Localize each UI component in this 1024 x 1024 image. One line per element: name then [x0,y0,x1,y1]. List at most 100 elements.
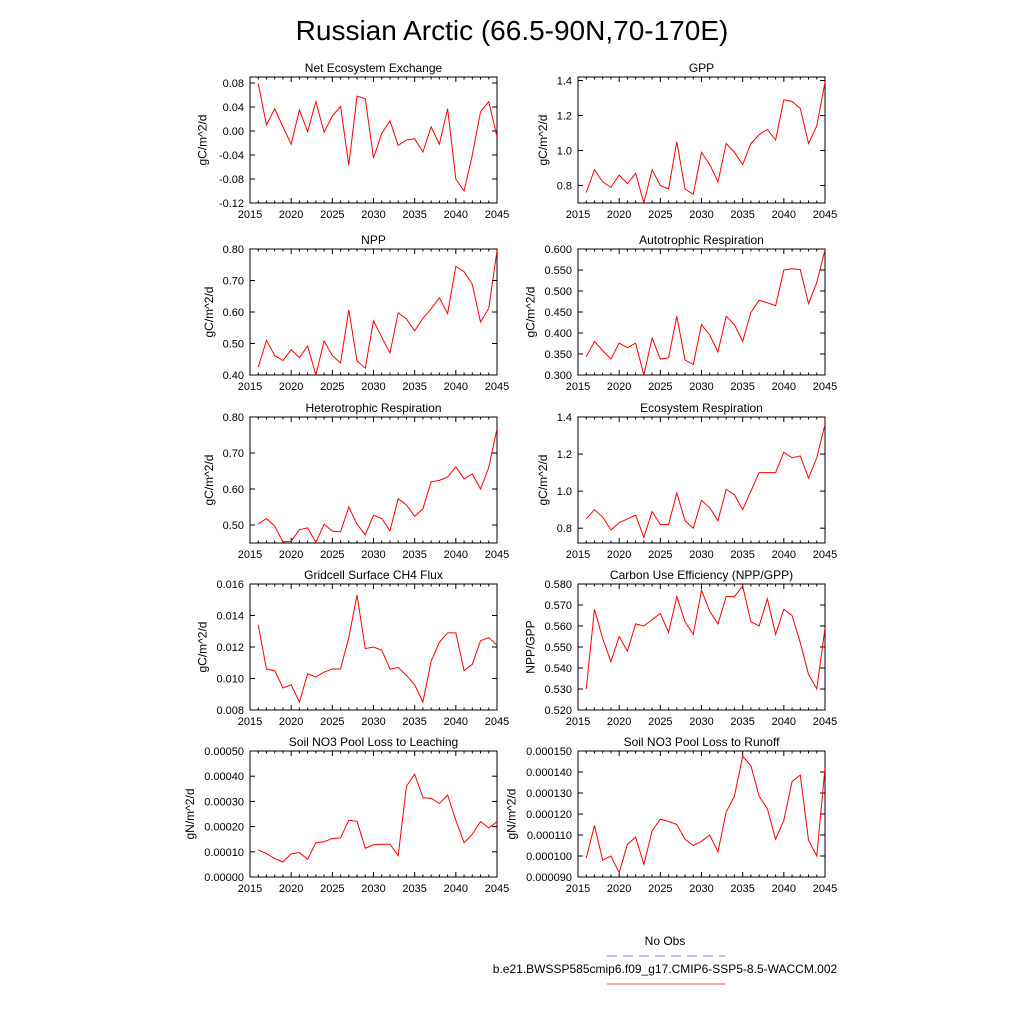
y-tick-label: 0.70 [223,276,244,288]
y-tick-label: 0.00040 [204,771,244,783]
legend-label-no-obs: No Obs [645,934,686,948]
y-tick-label: 0.520 [544,705,572,717]
x-tick-label: 2015 [566,209,590,221]
y-tick-label: 0.00010 [204,847,244,859]
x-tick-label: 2045 [813,883,837,895]
panel-title: Carbon Use Efficiency (NPP/GPP) [610,568,793,582]
panel-title: Net Ecosystem Exchange [305,61,443,75]
x-tick-label: 2045 [485,716,509,728]
y-tick-label: 0.60 [223,307,244,319]
y-axis-label: gN/m^2/d [183,789,197,840]
y-tick-label: 0.8 [557,523,572,535]
x-tick-label: 2035 [730,549,754,561]
y-axis-label: gC/m^2/d [524,287,538,338]
series-line [585,584,825,691]
y-tick-label: 0.00 [223,126,244,138]
x-tick-label: 2045 [485,381,509,393]
legend-label-case: b.e21.BWSSP585cmip6.f09_g17.CMIP6-SSP5-8… [493,962,838,976]
panel-4: Heterotrophic Respiration 2015 2020 2025 203… [202,401,509,561]
x-tick-label: 2015 [238,716,262,728]
y-tick-label: 0.60 [223,484,244,496]
series-line [257,428,497,543]
x-tick-label: 2025 [320,716,344,728]
plot-frame [577,76,826,204]
panel-title: Soil NO3 Pool Loss to Leaching [289,735,458,749]
plot-frame [249,248,498,376]
series-line [257,83,497,193]
y-tick-label: 1.2 [557,449,572,461]
x-tick-label: 2025 [648,549,672,561]
x-tick-label: 2030 [361,209,385,221]
y-axis-label: gC/m^2/d [202,455,216,506]
panel-title: Autotrophic Respiration [639,233,764,247]
y-tick-label: 0.8 [557,181,572,193]
y-tick-label: 0.000120 [526,809,572,821]
y-axis-label: gC/m^2/d [536,115,550,166]
y-tick-label: 0.012 [216,642,244,654]
plot-frame [577,416,826,544]
x-tick-label: 2045 [485,883,509,895]
x-tick-label: 2040 [444,716,468,728]
y-tick-label: 0.04 [223,102,244,114]
y-tick-label: 0.08 [223,78,244,90]
y-tick-label: -0.08 [219,174,244,186]
y-tick-label: 0.00030 [204,796,244,808]
x-tick-label: 2015 [238,209,262,221]
series-line [257,594,497,704]
x-tick-label: 2030 [361,883,385,895]
panel-title: Heterotrophic Respiration [305,401,441,415]
x-tick-label: 2040 [772,381,796,393]
panel-3: Autotrophic Respiration 2015 2020 2025 2030 2… [524,233,838,393]
panel-7: Carbon Use Efficiency (NPP/GPP) 2015 2020 2… [524,568,838,728]
plot-frame [577,583,826,711]
x-tick-label: 2035 [730,883,754,895]
y-tick-label: 0.000100 [526,851,572,863]
y-tick-label: 0.570 [544,600,572,612]
series-line [585,755,825,875]
legend: No Obs b.e21.BWSSP585cmip6.f09_g17.CMIP6… [493,934,838,985]
y-tick-label: 0.50 [223,520,244,532]
panel-8: Soil NO3 Pool Loss to Leaching 2015 2020 20… [183,735,509,895]
panel-1: GPP 2015 2020 2025 2030 2035 2040 2045 0.8 1.0 1.2… [536,61,837,221]
x-tick-label: 2025 [648,209,672,221]
y-tick-label: 1.0 [557,486,572,498]
plot-frame [577,248,826,376]
y-tick-label: 0.00000 [204,872,244,884]
y-tick-label: 0.530 [544,684,572,696]
y-tick-label: 0.350 [544,349,572,361]
y-tick-label: 0.550 [544,642,572,654]
x-tick-label: 2040 [772,209,796,221]
x-tick-label: 2025 [320,549,344,561]
x-tick-label: 2015 [238,883,262,895]
y-tick-label: 0.000150 [526,746,572,758]
x-tick-label: 2040 [444,549,468,561]
y-tick-label: 0.560 [544,621,572,633]
plot-frame [249,76,498,204]
y-tick-label: 0.80 [223,244,244,256]
x-tick-label: 2030 [361,381,385,393]
panel-6: Gridcell Surface CH4 Flux 2015 2020 2025 203… [196,568,510,728]
x-tick-label: 2035 [402,716,426,728]
x-tick-label: 2025 [320,883,344,895]
series-line [585,82,825,203]
y-tick-label: 0.400 [544,328,572,340]
panel-title: NPP [361,233,386,247]
y-tick-label: 0.000090 [526,872,572,884]
x-tick-label: 2045 [813,381,837,393]
y-axis-label: gC/m^2/d [536,455,550,506]
y-tick-label: 0.80 [223,412,244,424]
y-axis-label: gN/m^2/d [505,789,519,840]
x-tick-label: 2025 [320,381,344,393]
x-tick-label: 2020 [607,716,631,728]
panel-5: Ecosystem Respiration 2015 2020 2025 2030 203… [536,401,837,561]
y-tick-label: 0.010 [216,674,244,686]
x-tick-label: 2020 [279,381,303,393]
x-tick-label: 2030 [361,549,385,561]
x-tick-label: 2020 [279,209,303,221]
y-tick-label: 1.4 [557,412,572,424]
x-tick-label: 2040 [444,381,468,393]
y-tick-label: 0.014 [216,611,244,623]
y-tick-label: 0.70 [223,448,244,460]
plot-frame [577,750,826,878]
